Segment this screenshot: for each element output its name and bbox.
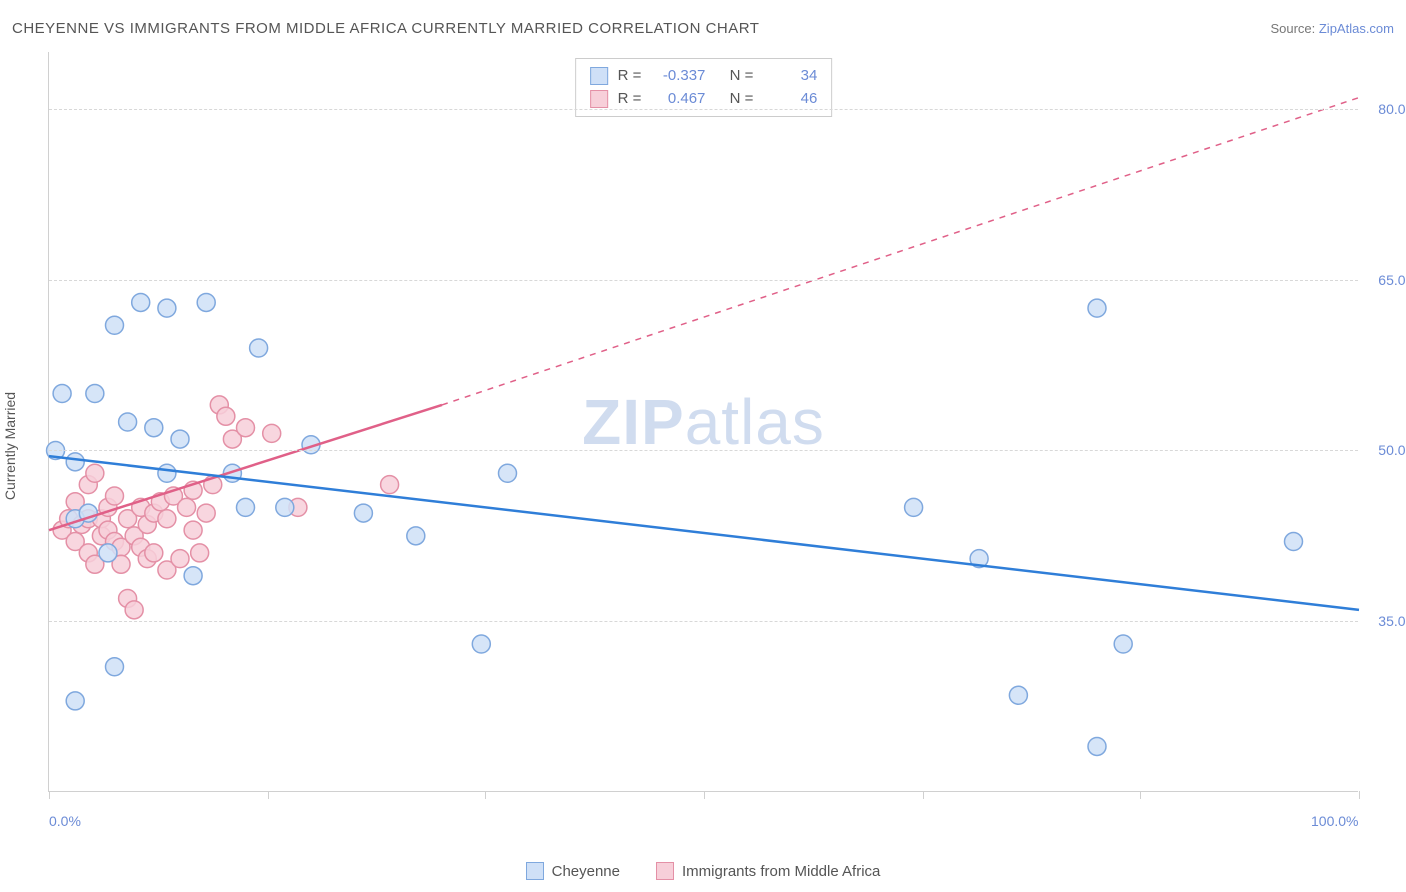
data-point-immigrants <box>191 544 209 562</box>
legend-item-immigrants: Immigrants from Middle Africa <box>656 862 880 880</box>
data-point-cheyenne <box>106 316 124 334</box>
data-point-cheyenne <box>66 453 84 471</box>
x-tick-label: 0.0% <box>49 813 81 829</box>
stat-row-cheyenne: R = -0.337 N = 34 <box>590 65 818 88</box>
legend-label-cheyenne: Cheyenne <box>552 863 620 880</box>
grid-line <box>49 450 1358 451</box>
data-point-cheyenne <box>276 498 294 516</box>
data-point-cheyenne <box>184 567 202 585</box>
stat-r-val-1: 0.467 <box>651 88 705 111</box>
data-point-immigrants <box>86 464 104 482</box>
chart-svg <box>49 52 1358 791</box>
data-point-immigrants <box>125 601 143 619</box>
grid-line <box>49 621 1358 622</box>
legend-swatch-cheyenne <box>526 862 544 880</box>
data-point-cheyenne <box>171 430 189 448</box>
data-point-immigrants <box>217 407 235 425</box>
y-axis-title: Currently Married <box>2 392 18 500</box>
data-point-cheyenne <box>132 293 150 311</box>
data-point-cheyenne <box>86 385 104 403</box>
data-point-cheyenne <box>119 413 137 431</box>
data-point-cheyenne <box>1114 635 1132 653</box>
data-point-cheyenne <box>66 692 84 710</box>
data-point-cheyenne <box>250 339 268 357</box>
legend-label-immigrants: Immigrants from Middle Africa <box>682 863 880 880</box>
y-tick-label: 50.0% <box>1378 442 1406 458</box>
data-point-immigrants <box>158 510 176 528</box>
stat-n-val-0: 34 <box>763 65 817 88</box>
swatch-immigrants <box>590 90 608 108</box>
stat-r-label: R = <box>618 65 642 88</box>
data-point-immigrants <box>171 550 189 568</box>
grid-line <box>49 109 1358 110</box>
source-prefix: Source: <box>1270 21 1318 36</box>
x-tick <box>268 791 269 799</box>
data-point-immigrants <box>197 504 215 522</box>
data-point-immigrants <box>237 419 255 437</box>
legend-item-cheyenne: Cheyenne <box>526 862 620 880</box>
x-tick <box>485 791 486 799</box>
y-tick-label: 80.0% <box>1378 101 1406 117</box>
data-point-immigrants <box>145 544 163 562</box>
legend-swatch-immigrants <box>656 862 674 880</box>
trend-line <box>49 456 1359 610</box>
data-point-immigrants <box>184 521 202 539</box>
stat-n-val-1: 46 <box>763 88 817 111</box>
stat-n-label2: N = <box>730 88 754 111</box>
y-tick-label: 65.0% <box>1378 272 1406 288</box>
data-point-cheyenne <box>1009 686 1027 704</box>
data-point-cheyenne <box>499 464 517 482</box>
data-point-cheyenne <box>1088 299 1106 317</box>
data-point-cheyenne <box>1088 737 1106 755</box>
data-point-cheyenne <box>407 527 425 545</box>
bottom-legend: Cheyenne Immigrants from Middle Africa <box>0 862 1406 880</box>
x-tick <box>49 791 50 799</box>
data-point-cheyenne <box>106 658 124 676</box>
data-point-immigrants <box>263 424 281 442</box>
y-tick-label: 35.0% <box>1378 613 1406 629</box>
data-point-immigrants <box>381 476 399 494</box>
data-point-immigrants <box>106 487 124 505</box>
stat-r-label2: R = <box>618 88 642 111</box>
trend-line <box>442 98 1359 405</box>
data-point-cheyenne <box>99 544 117 562</box>
x-tick <box>1140 791 1141 799</box>
swatch-cheyenne <box>590 67 608 85</box>
data-point-cheyenne <box>472 635 490 653</box>
data-point-cheyenne <box>158 464 176 482</box>
chart-title: CHEYENNE VS IMMIGRANTS FROM MIDDLE AFRIC… <box>12 20 759 37</box>
data-point-cheyenne <box>53 385 71 403</box>
data-point-cheyenne <box>237 498 255 516</box>
x-tick <box>704 791 705 799</box>
source-label: Source: ZipAtlas.com <box>1270 21 1394 36</box>
data-point-cheyenne <box>197 293 215 311</box>
x-tick <box>923 791 924 799</box>
plot-area: ZIPatlas R = -0.337 N = 34 R = 0.467 N =… <box>48 52 1358 792</box>
grid-line <box>49 280 1358 281</box>
stat-r-val-0: -0.337 <box>651 65 705 88</box>
data-point-cheyenne <box>158 299 176 317</box>
data-point-cheyenne <box>354 504 372 522</box>
data-point-immigrants <box>178 498 196 516</box>
stat-row-immigrants: R = 0.467 N = 46 <box>590 88 818 111</box>
x-tick-label: 100.0% <box>1311 813 1358 829</box>
source-link[interactable]: ZipAtlas.com <box>1319 21 1394 36</box>
data-point-cheyenne <box>1285 533 1303 551</box>
x-tick <box>1359 791 1360 799</box>
data-point-cheyenne <box>145 419 163 437</box>
data-point-cheyenne <box>905 498 923 516</box>
stat-n-label: N = <box>730 65 754 88</box>
